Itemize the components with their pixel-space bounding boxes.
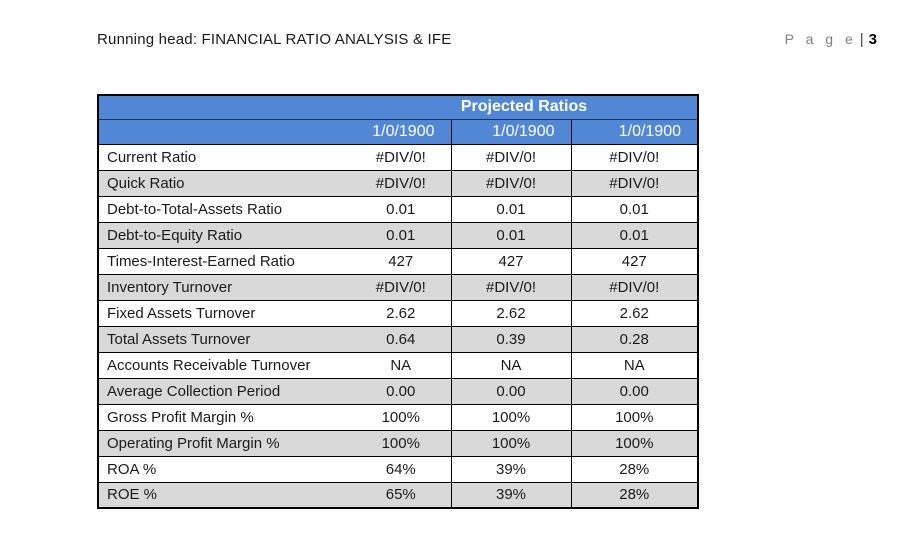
row-label: Inventory Turnover: [98, 274, 351, 300]
cell-value: 100%: [450, 430, 571, 456]
cell-value: NA: [450, 352, 571, 378]
cell-value: 2.62: [386, 304, 416, 322]
cell-value: #DIV/0!: [351, 274, 451, 300]
cell-value: NA: [390, 356, 412, 374]
row-label: Quick Ratio: [98, 170, 351, 196]
cell-value: #DIV/0!: [450, 144, 571, 170]
table-row: Gross Profit Margin % 100% 100% 100%: [98, 404, 698, 430]
cell-value: 0.39: [450, 326, 571, 352]
row-label: Gross Profit Margin %: [107, 408, 254, 426]
cell-value: 100%: [450, 404, 571, 430]
cell-value: #DIV/0!: [450, 274, 571, 300]
table-row: Inventory Turnover #DIV/0! #DIV/0! #DIV/0!: [98, 274, 698, 300]
cell-value: 0.01: [570, 222, 698, 248]
row-label: ROA %: [107, 460, 157, 478]
table-row: Debt-to-Total-Assets Ratio 0.01 0.01 0.01: [98, 196, 698, 222]
table-row: ROE % 65% 39% 28%: [98, 482, 698, 508]
cell-value: 0.01: [351, 222, 451, 248]
table-row: Times-Interest-Earned Ratio 427 427 427: [98, 248, 698, 274]
cell-value: 28%: [570, 482, 698, 508]
pipe-separator: |: [859, 31, 864, 48]
document-header: Running head: FINANCIAL RATIO ANALYSIS &…: [97, 31, 877, 48]
page-word: P a g e: [784, 31, 857, 47]
running-head: Running head: FINANCIAL RATIO ANALYSIS &…: [97, 31, 452, 48]
row-label: ROE %: [98, 482, 351, 508]
table-row: Operating Profit Margin % 100% 100% 100%: [98, 430, 698, 456]
dates-row-spacer: [98, 119, 351, 145]
cell-value: 0.01: [450, 222, 571, 248]
page-number: 3: [868, 31, 877, 48]
table-row: Total Assets Turnover 0.64 0.39 0.28: [98, 326, 698, 352]
cell-value: 0.00: [450, 378, 571, 404]
cell-value: 2.62: [450, 300, 571, 326]
ratios-table-body: Current Ratio #DIV/0! #DIV/0! #DIV/0! Quick …: [98, 144, 698, 508]
row-label: Debt-to-Total-Assets Ratio: [107, 200, 283, 218]
table-row: Quick Ratio #DIV/0! #DIV/0! #DIV/0!: [98, 170, 698, 196]
ratios-table: Projected Ratios 1/0/1900 1/0/1900 1/0/1…: [97, 94, 699, 509]
cell-value: 0.01: [570, 196, 698, 222]
table-title: Projected Ratios: [351, 95, 698, 120]
cell-value: 100%: [381, 408, 420, 426]
cell-value: 427: [570, 248, 698, 274]
cell-value: 39%: [450, 456, 571, 482]
table-row: Accounts Receivable Turnover NA NA NA: [98, 352, 698, 378]
row-label: Average Collection Period: [98, 378, 351, 404]
row-label: Fixed Assets Turnover: [107, 304, 256, 322]
cell-value: #DIV/0!: [375, 148, 426, 166]
cell-value: 0.00: [351, 378, 451, 404]
cell-value: 100%: [351, 430, 451, 456]
date-column-header: 1/0/1900: [570, 119, 698, 145]
cell-value: 0.28: [570, 326, 698, 352]
cell-value: 0.01: [386, 200, 416, 218]
row-label: Accounts Receivable Turnover: [107, 356, 311, 374]
cell-value: #DIV/0!: [570, 274, 698, 300]
cell-value: 0.00: [570, 378, 698, 404]
cell-value: 100%: [570, 430, 698, 456]
table-row: Debt-to-Equity Ratio 0.01 0.01 0.01: [98, 222, 698, 248]
date-column-header: 1/0/1900: [450, 119, 571, 145]
table-row: Average Collection Period 0.00 0.00 0.00: [98, 378, 698, 404]
row-label: Debt-to-Equity Ratio: [98, 222, 351, 248]
cell-value: 64%: [385, 460, 416, 478]
cell-value: 65%: [351, 482, 451, 508]
page-indicator: P a g e | 3: [785, 31, 877, 48]
row-label: Total Assets Turnover: [98, 326, 351, 352]
cell-value: 427: [450, 248, 571, 274]
table-row: Fixed Assets Turnover 2.62 2.62 2.62: [98, 300, 698, 326]
cell-value: #DIV/0!: [570, 144, 698, 170]
cell-value: 0.01: [450, 196, 571, 222]
cell-value: #DIV/0!: [570, 170, 698, 196]
table-dates-row: 1/0/1900 1/0/1900 1/0/1900: [98, 119, 698, 145]
row-label: Current Ratio: [107, 148, 197, 166]
cell-value: 427: [388, 252, 414, 270]
cell-value: 2.62: [570, 300, 698, 326]
table-row: Current Ratio #DIV/0! #DIV/0! #DIV/0!: [98, 144, 698, 170]
cell-value: NA: [570, 352, 698, 378]
cell-value: 100%: [570, 404, 698, 430]
row-label: Times-Interest-Earned Ratio: [107, 252, 295, 270]
date-column-header: 1/0/1900: [351, 119, 451, 145]
row-label: Operating Profit Margin %: [98, 430, 351, 456]
table-title-row: Projected Ratios: [98, 95, 698, 120]
cell-value: #DIV/0!: [351, 170, 451, 196]
cell-value: 39%: [450, 482, 571, 508]
cell-value: 0.64: [351, 326, 451, 352]
cell-value: #DIV/0!: [450, 170, 571, 196]
title-row-spacer: [98, 95, 351, 120]
table-row: ROA % 64% 39% 28%: [98, 456, 698, 482]
cell-value: 28%: [570, 456, 698, 482]
